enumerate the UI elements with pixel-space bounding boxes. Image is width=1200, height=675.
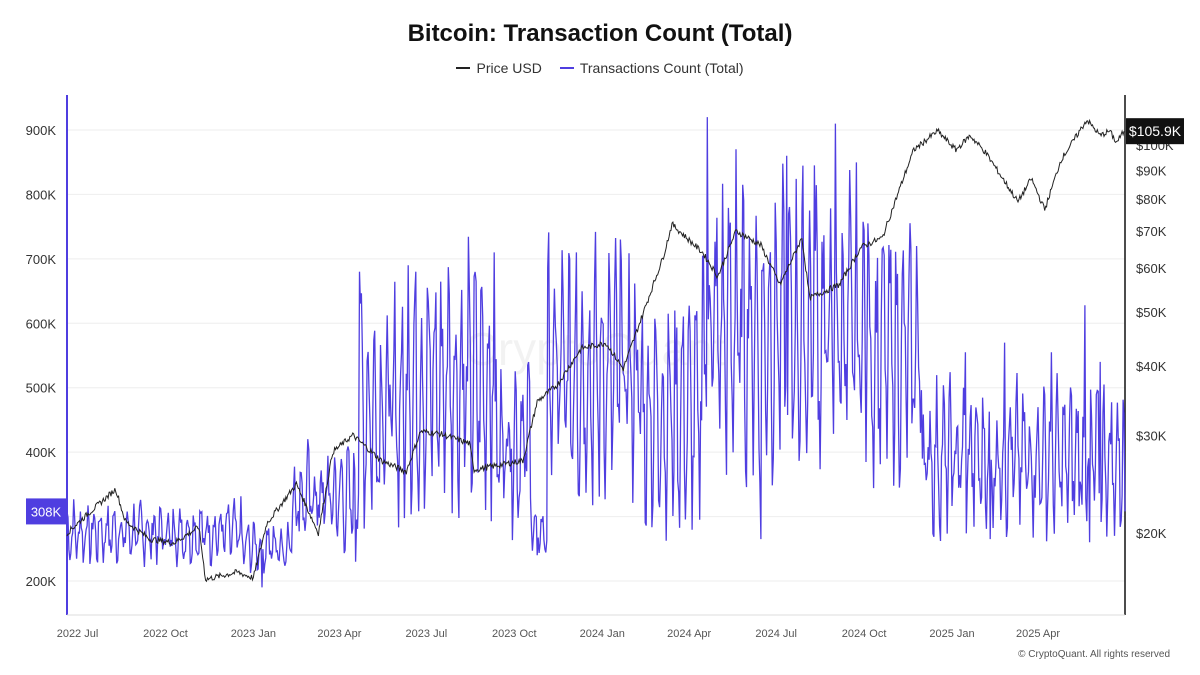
left-axis-tick-label: 500K: [26, 381, 57, 396]
current-tx-label: 308K: [31, 504, 62, 519]
series-line-price: [66, 118, 1125, 583]
legend-label-price: Price USD: [476, 60, 542, 76]
left-axis-tick-label: 400K: [26, 445, 57, 460]
legend-item-transactions[interactable]: Transactions Count (Total): [559, 60, 744, 76]
watermark: CryptoQuant: [465, 323, 726, 375]
x-axis-tick-label: 2024 Jan: [580, 628, 625, 640]
series-line-transactions: [66, 117, 1126, 588]
copyright-footer: © CryptoQuant. All rights reserved: [1018, 649, 1170, 660]
x-axis-tick-label: 2023 Jul: [406, 628, 448, 640]
legend-swatch-transactions: [559, 67, 574, 69]
left-axis-tick-label: 900K: [26, 123, 57, 138]
chart-title: Bitcoin: Transaction Count (Total): [407, 20, 793, 47]
x-axis-tick-label: 2024 Jul: [755, 628, 797, 640]
x-axis-tick-label: 2022 Jul: [57, 628, 99, 640]
right-axis-tick-label: $70K: [1136, 224, 1167, 239]
left-axis-tick-label: 800K: [26, 187, 57, 202]
x-axis-tick-label: 2024 Oct: [842, 628, 887, 640]
left-axis-tick-label: 200K: [26, 574, 57, 589]
right-axis-tick-label: $60K: [1136, 261, 1167, 276]
right-axis-tick-label: $90K: [1136, 163, 1167, 178]
x-axis-tick-label: 2022 Oct: [143, 628, 188, 640]
right-axis-tick-label: $40K: [1136, 359, 1167, 374]
x-axis-tick-label: 2024 Apr: [667, 628, 711, 640]
current-tx-badge: [26, 498, 66, 525]
legend-item-price[interactable]: Price USD: [456, 60, 542, 76]
right-axis-tick-label: $80K: [1136, 192, 1167, 207]
right-axis-tick-label: $20K: [1136, 526, 1167, 541]
right-axis-tick-label: $30K: [1136, 428, 1167, 443]
chart-legend: Price USD Transactions Count (Total): [0, 60, 1200, 76]
legend-label-transactions: Transactions Count (Total): [579, 60, 744, 76]
left-axis-tick-label: 700K: [26, 252, 57, 267]
current-price-badge: [1126, 118, 1184, 145]
right-axis-tick-label: $50K: [1136, 305, 1167, 320]
x-axis-tick-label: 2025 Jan: [929, 628, 974, 640]
legend-swatch-price: [456, 67, 471, 69]
x-axis-tick-label: 2023 Apr: [317, 628, 361, 640]
x-axis-tick-label: 2023 Oct: [492, 628, 537, 640]
x-axis-tick-label: 2023 Jan: [231, 628, 276, 640]
left-axis-tick-label: 600K: [26, 316, 57, 331]
x-axis-tick-label: 2025 Apr: [1016, 628, 1060, 640]
current-price-label: $105.9K: [1129, 123, 1182, 139]
